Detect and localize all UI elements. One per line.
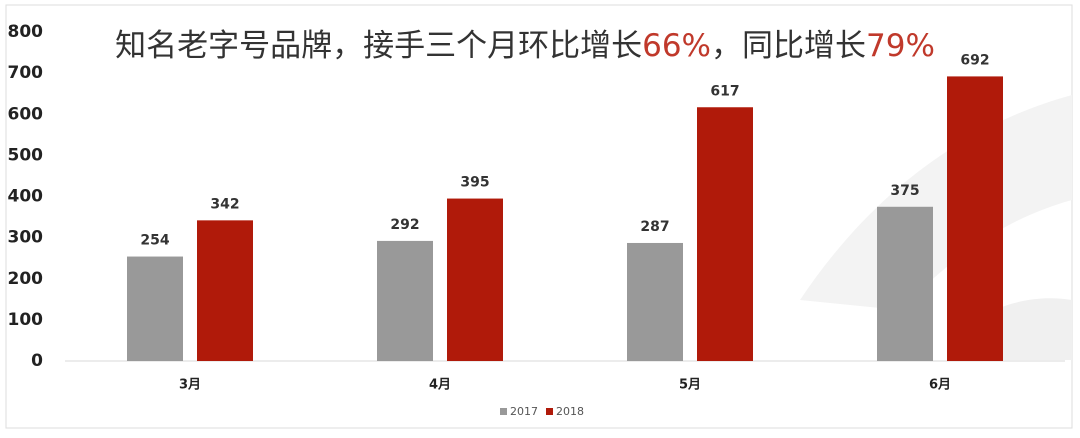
value-label: 342	[210, 196, 239, 212]
title-segment: 66%	[642, 28, 711, 64]
x-tick-label: 5月	[679, 378, 701, 393]
bar	[947, 76, 1003, 361]
x-tick-label: 4月	[429, 378, 451, 393]
value-label: 375	[890, 183, 919, 199]
y-tick-label: 700	[8, 63, 44, 83]
y-tick-label: 0	[31, 351, 43, 371]
legend-swatch	[500, 408, 507, 415]
title-segment: ，同比增长	[711, 28, 866, 64]
bar	[697, 107, 753, 361]
y-tick-label: 600	[8, 104, 44, 124]
legend-label: 2017	[510, 405, 538, 418]
value-label: 287	[640, 219, 669, 235]
bar	[447, 198, 503, 361]
legend: 2017 2018	[500, 405, 584, 418]
y-tick-label: 200	[8, 269, 44, 289]
x-tick-label: 3月	[179, 378, 201, 393]
bar	[377, 240, 433, 361]
y-tick-label: 100	[8, 310, 44, 330]
title-segment: 知名老字号品牌，接手三个月环比增长	[115, 28, 642, 64]
legend-swatch	[546, 408, 553, 415]
value-label: 692	[960, 52, 989, 68]
y-tick-label: 300	[8, 228, 44, 248]
bar	[197, 220, 253, 361]
value-label: 395	[460, 175, 489, 191]
value-label: 292	[390, 217, 419, 233]
value-label: 617	[710, 83, 739, 99]
chart-title: 知名老字号品牌，接手三个月环比增长66%，同比增长79%	[115, 28, 935, 64]
x-tick-label: 6月	[929, 378, 951, 393]
bar	[127, 256, 183, 361]
bar	[627, 242, 683, 361]
value-label: 254	[140, 233, 169, 249]
legend-label: 2018	[556, 405, 584, 418]
y-tick-label: 800	[8, 22, 44, 42]
bar	[877, 206, 933, 361]
decoration	[800, 95, 1072, 310]
title-segment: 79%	[866, 28, 935, 64]
y-tick-label: 500	[8, 145, 44, 165]
y-tick-label: 400	[8, 187, 44, 207]
